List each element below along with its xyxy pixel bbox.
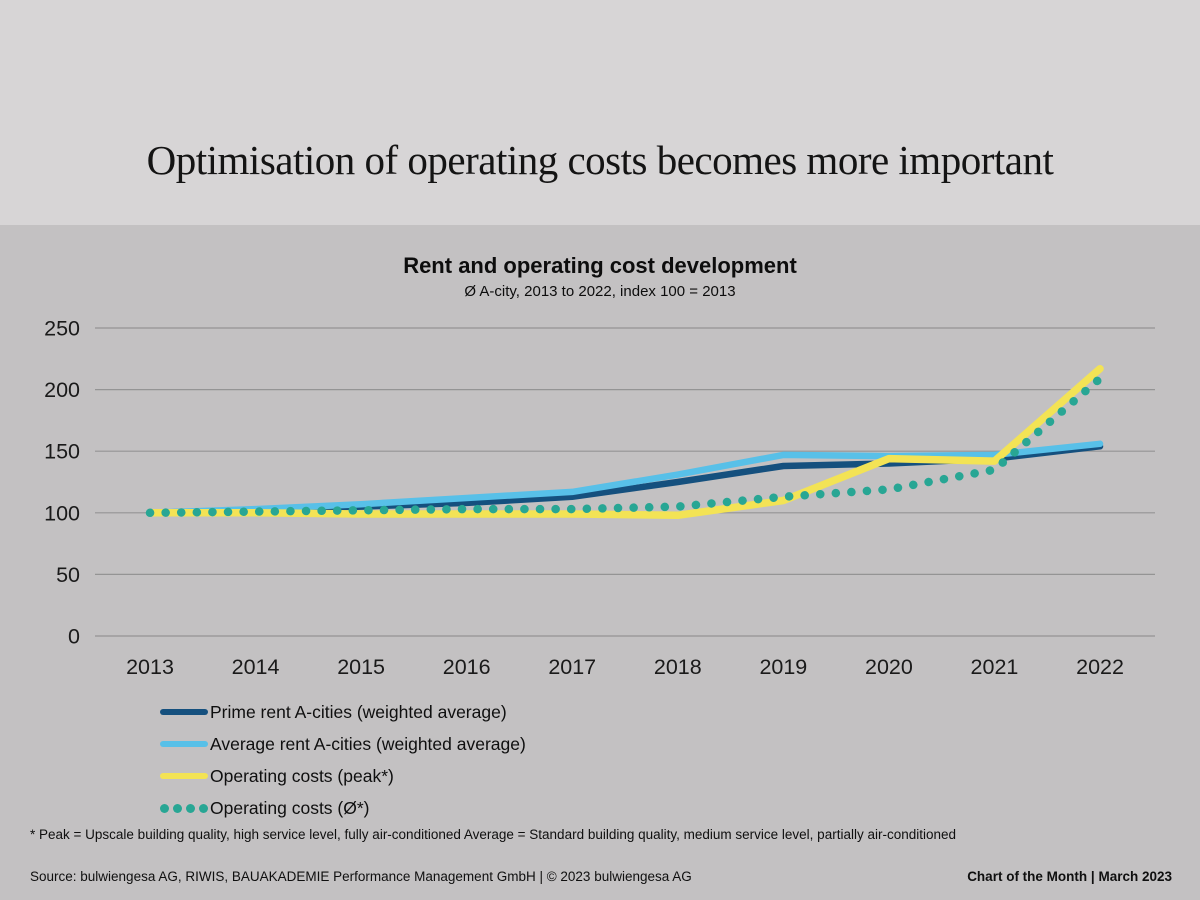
x-axis-tick-label: 2021 xyxy=(971,655,1019,679)
legend-dot xyxy=(173,803,182,813)
operating-costs-avg-dots-swatch xyxy=(160,803,208,813)
y-axis-tick-label: 50 xyxy=(56,563,80,587)
x-axis-tick-label: 2020 xyxy=(865,655,913,679)
footer-edition: Chart of the Month | March 2023 xyxy=(967,869,1172,884)
series-line-average-rent-a-cities-weighted-average xyxy=(146,440,1104,517)
chart-subtitle: Ø A-city, 2013 to 2022, index 100 = 2013 xyxy=(464,283,736,300)
average-rent-line-swatch xyxy=(160,741,208,747)
legend-item-prime-rent: Prime rent A-cities (weighted average) xyxy=(160,696,526,728)
x-axis-tick-label: 2018 xyxy=(654,655,702,679)
x-axis-tick-label: 2017 xyxy=(548,655,596,679)
x-axis-tick-label: 2015 xyxy=(337,655,385,679)
legend-dot xyxy=(186,803,195,813)
series-line-operating-costs-peak xyxy=(146,364,1104,520)
footnote: * Peak = Upscale building quality, high … xyxy=(30,827,957,842)
legend-label: Operating costs (Ø*) xyxy=(210,797,370,818)
legend-item-operating-costs-avg: Operating costs (Ø*) xyxy=(160,792,526,824)
y-axis-tick-label: 250 xyxy=(44,317,80,341)
y-axis-tick-label: 0 xyxy=(68,625,80,649)
x-axis-tick-label: 2019 xyxy=(759,655,807,679)
series-line-operating-costs xyxy=(145,374,1105,518)
legend-label: Prime rent A-cities (weighted average) xyxy=(210,701,507,722)
legend-dot xyxy=(160,803,169,813)
footer-source: Source: bulwiengesa AG, RIWIS, BAUAKADEM… xyxy=(30,869,692,884)
header-band xyxy=(0,0,1200,225)
legend-item-operating-costs-peak: Operating costs (peak*) xyxy=(160,760,526,792)
y-axis-tick-label: 150 xyxy=(44,440,80,464)
legend-label: Average rent A-cities (weighted average) xyxy=(210,733,526,754)
slide-title: Optimisation of operating costs becomes … xyxy=(146,137,1054,183)
x-axis-tick-label: 2016 xyxy=(443,655,491,679)
legend-label: Operating costs (peak*) xyxy=(210,765,394,786)
legend-dot xyxy=(199,803,208,813)
prime-rent-line-swatch xyxy=(160,709,208,715)
x-axis-tick-label: 2022 xyxy=(1076,655,1124,679)
y-axis-tick-label: 200 xyxy=(44,378,80,402)
operating-costs-peak-line-swatch xyxy=(160,773,208,779)
chart-legend: Prime rent A-cities (weighted average) A… xyxy=(160,696,526,824)
y-axis-tick-label: 100 xyxy=(44,501,80,525)
x-axis-tick-label: 2013 xyxy=(126,655,174,679)
chart-title: Rent and operating cost development xyxy=(403,253,797,278)
x-axis-tick-label: 2014 xyxy=(232,655,280,679)
legend-item-average-rent: Average rent A-cities (weighted average) xyxy=(160,728,526,760)
